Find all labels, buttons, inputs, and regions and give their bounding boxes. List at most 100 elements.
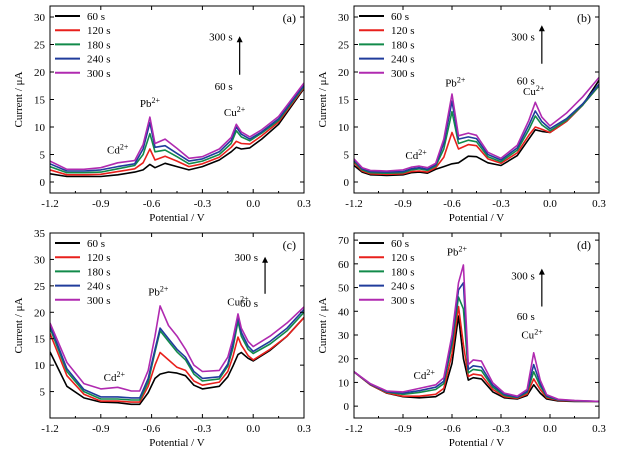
legend-label: 60 s xyxy=(391,238,409,250)
y-tick-label: 60 xyxy=(338,259,350,271)
x-tick-label: -0.6 xyxy=(443,198,461,210)
legend-label: 300 s xyxy=(87,68,111,80)
x-tick-label: -0.6 xyxy=(443,423,461,435)
x-tick-label: -0.3 xyxy=(194,423,212,435)
y-tick-label: 40 xyxy=(338,306,350,318)
legend: 60 s 120 s 180 s 240 s 300 s xyxy=(55,11,111,80)
legend: 60 s 120 s 180 s 240 s 300 s xyxy=(359,238,415,307)
y-tick-label: 10 xyxy=(338,377,350,389)
series-line-240s xyxy=(354,281,599,403)
x-tick-label: -0.9 xyxy=(394,423,412,435)
x-tick-label: 0.3 xyxy=(297,198,311,210)
legend: 60 s 120 s 180 s 240 s 300 s xyxy=(359,11,415,80)
peak-annotation: Cd2+ xyxy=(405,148,427,162)
legend-label: 60 s xyxy=(87,11,105,23)
series-line-60s xyxy=(354,315,599,403)
legend-label: 240 s xyxy=(87,54,111,66)
series-line-300s xyxy=(354,264,599,403)
legend-label: 180 s xyxy=(391,266,415,278)
panel-label: (a) xyxy=(283,11,296,25)
x-tick-label: -1.2 xyxy=(345,198,362,210)
legend-label: 240 s xyxy=(391,281,415,293)
legend-label: 300 s xyxy=(87,295,111,307)
y-tick-label: 25 xyxy=(34,281,46,293)
series-line-120s xyxy=(50,86,304,176)
time-arrow-head xyxy=(538,268,545,275)
x-tick-label: -0.3 xyxy=(194,198,212,210)
series-line-300s xyxy=(50,305,304,392)
x-tick-label: -1.2 xyxy=(41,423,58,435)
arrow-label-bottom: 60 s xyxy=(517,311,535,323)
legend-label: 180 s xyxy=(87,266,111,278)
time-arrow-head xyxy=(236,36,243,43)
series-line-120s xyxy=(354,305,599,403)
y-tick-label: 20 xyxy=(338,67,350,79)
legend-label: 300 s xyxy=(391,295,415,307)
legend-label: 120 s xyxy=(391,25,415,37)
time-arrow-head xyxy=(262,256,269,263)
x-tick-label: -0.9 xyxy=(92,198,110,210)
y-tick-label: 30 xyxy=(338,330,350,342)
legend-label: 240 s xyxy=(87,281,111,293)
x-tick-label: -0.3 xyxy=(492,198,510,210)
y-tick-label: 35 xyxy=(34,228,46,240)
x-tick-label: 0.3 xyxy=(592,198,606,210)
arrow-label-top: 300 s xyxy=(209,31,233,43)
peak-annotation: Cd2+ xyxy=(107,142,129,156)
x-tick-label: -0.3 xyxy=(492,423,510,435)
x-axis-label: Potential / V xyxy=(149,212,204,224)
series-line-240s xyxy=(50,309,304,399)
panel-3: -1.2 -0.9 -0.6 -0.3 0.0 0.3 5 10 15 20 25 30 35 Poten… xyxy=(13,228,311,449)
peak-annotation: Pb2+ xyxy=(447,245,468,259)
y-tick-label: 30 xyxy=(34,12,46,24)
y-tick-label: 5 xyxy=(40,387,46,399)
legend-label: 120 s xyxy=(87,252,111,264)
series-line-60s xyxy=(50,317,304,406)
peak-annotation: Pb2+ xyxy=(148,284,169,298)
y-axis-label: Current / μA xyxy=(317,297,329,353)
x-tick-label: -1.2 xyxy=(345,423,362,435)
x-axis-label: Potential / V xyxy=(449,212,504,224)
panel-2: -1.2 -0.9 -0.6 -0.3 0.0 0.3 0 5 10 15 20 25 30 Potent… xyxy=(317,5,606,224)
series-line-120s xyxy=(50,317,304,403)
peak-annotation: Cu2+ xyxy=(224,105,246,119)
y-tick-label: 0 xyxy=(40,177,46,189)
peak-annotation: Cd2+ xyxy=(104,370,126,384)
arrow-label-top: 300 s xyxy=(511,271,535,283)
peak-annotation: Cd2+ xyxy=(414,368,436,382)
panel-1: -1.2 -0.9 -0.6 -0.3 0.0 0.3 0 5 10 15 20 25 30 Potent… xyxy=(13,5,311,224)
legend-label: 120 s xyxy=(391,252,415,264)
y-tick-label: 0 xyxy=(344,177,350,189)
y-tick-label: 15 xyxy=(338,95,350,107)
series-line-240s xyxy=(354,83,599,173)
time-arrow-head xyxy=(538,25,545,32)
series-line-180s xyxy=(354,296,599,403)
series-line-180s xyxy=(50,311,304,401)
legend-label: 300 s xyxy=(391,68,415,80)
y-tick-label: 25 xyxy=(34,40,46,52)
x-tick-label: 0.0 xyxy=(543,423,557,435)
y-axis-label: Current / μA xyxy=(13,71,25,127)
series-line-300s xyxy=(354,76,599,172)
y-tick-label: 5 xyxy=(40,150,46,162)
arrow-label-top: 300 s xyxy=(511,31,535,43)
y-tick-label: 30 xyxy=(338,12,350,24)
legend-label: 180 s xyxy=(87,39,111,51)
arrow-label-bottom: 60 s xyxy=(517,75,535,87)
x-tick-label: -1.2 xyxy=(41,198,58,210)
legend-label: 120 s xyxy=(87,25,111,37)
y-tick-label: 50 xyxy=(338,283,350,295)
y-tick-label: 20 xyxy=(338,354,350,366)
legend: 60 s 120 s 180 s 240 s 300 s xyxy=(55,238,111,307)
series-line-60s xyxy=(354,79,599,177)
y-tick-label: 15 xyxy=(34,334,46,346)
x-axis-label: Potential / V xyxy=(149,437,204,449)
legend-label: 240 s xyxy=(391,54,415,66)
x-tick-label: -0.9 xyxy=(394,198,412,210)
y-tick-label: 70 xyxy=(338,235,350,247)
x-tick-label: 0.0 xyxy=(246,198,260,210)
peak-annotation: Cu2+ xyxy=(227,294,249,308)
x-tick-label: -0.6 xyxy=(143,423,161,435)
series-line-180s xyxy=(50,85,304,174)
series-line-120s xyxy=(354,85,599,176)
